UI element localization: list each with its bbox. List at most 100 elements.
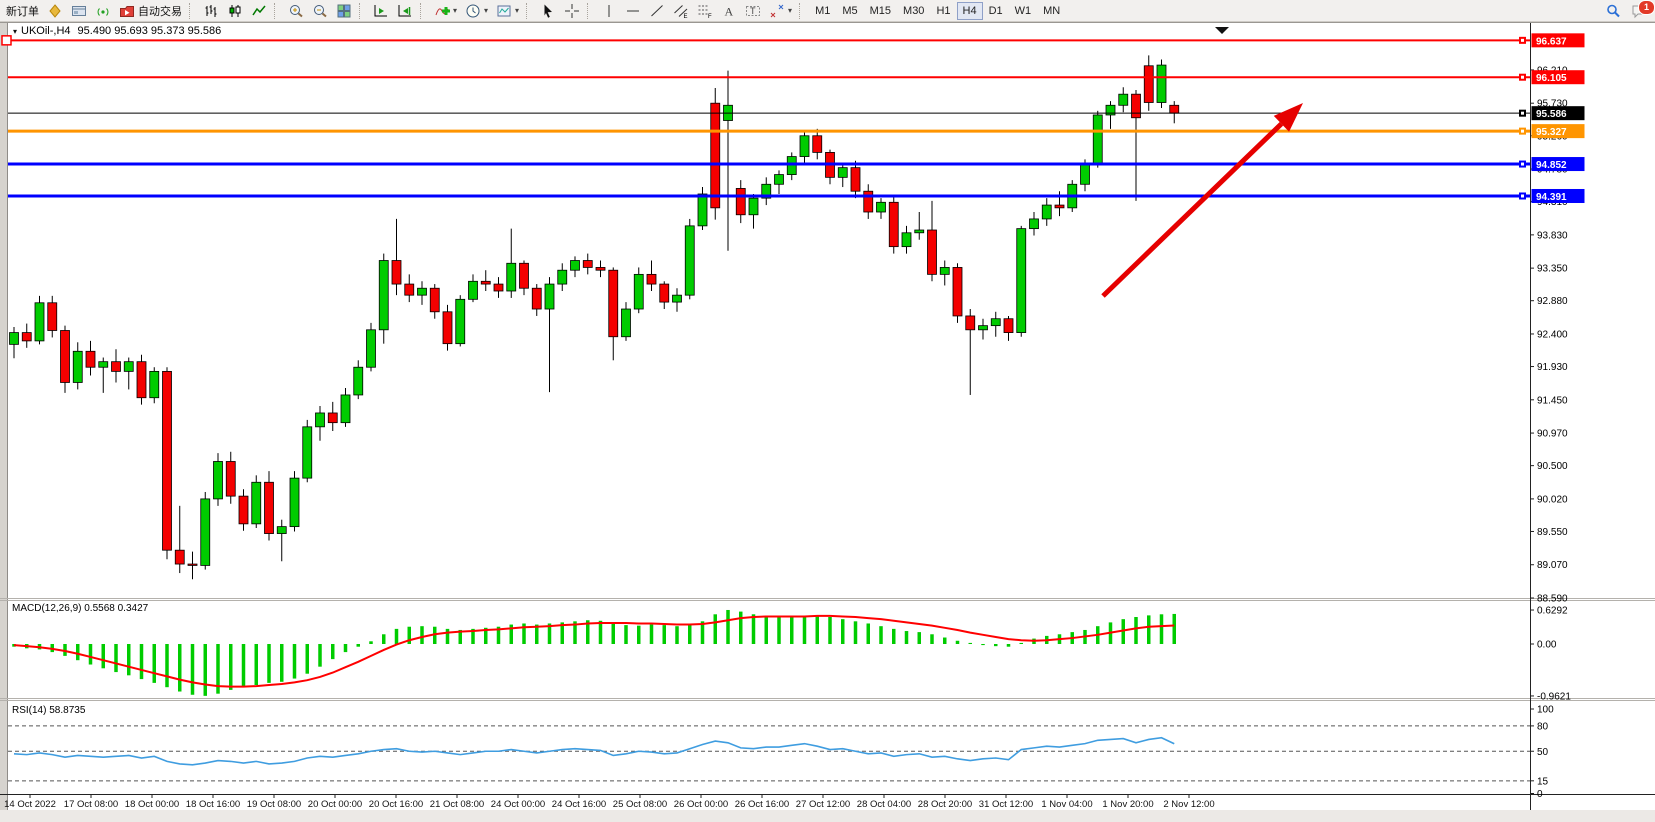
horizontal-line-button[interactable]: [621, 1, 645, 21]
svg-text:18 Oct 16:00: 18 Oct 16:00: [186, 799, 240, 810]
price-badge: [1531, 70, 1585, 85]
zoom-in-button[interactable]: [284, 1, 308, 21]
search-button[interactable]: [1601, 1, 1625, 21]
timeframe-m15-button[interactable]: M15: [864, 2, 897, 20]
notification-badge: 1: [1638, 0, 1655, 15]
periods-button[interactable]: ▾: [461, 1, 492, 21]
svg-text:31 Oct 12:00: 31 Oct 12:00: [979, 799, 1033, 810]
svg-text:100: 100: [1537, 705, 1554, 716]
svg-text:24 Oct 00:00: 24 Oct 00:00: [491, 799, 545, 810]
svg-text:18 Oct 00:00: 18 Oct 00:00: [125, 799, 179, 810]
ohlc-values: 95.490 95.693 95.373 95.586: [77, 25, 222, 37]
svg-text:17 Oct 08:00: 17 Oct 08:00: [64, 799, 118, 810]
svg-text:21 Oct 08:00: 21 Oct 08:00: [430, 799, 484, 810]
time-axis[interactable]: 14 Oct 2022 17 Oct 08:00 18 Oct 00:00 18 Oc…: [4, 794, 1215, 810]
new-chart-button[interactable]: [43, 1, 67, 21]
bars-icon: [205, 4, 217, 17]
signals-icon: [97, 7, 109, 16]
new-order-button[interactable]: 新订单: [2, 1, 43, 21]
toolbar-grip: [526, 2, 533, 19]
crosshair-icon: [565, 3, 580, 18]
timeframe-mn-button[interactable]: MN: [1037, 2, 1066, 20]
text-button[interactable]: A: [717, 1, 741, 21]
svg-text:0.00: 0.00: [1537, 640, 1557, 651]
svg-text:92.880: 92.880: [1537, 296, 1568, 307]
chart-add-icon: [49, 3, 61, 18]
dropdown-arrow-icon[interactable]: ▾: [515, 6, 520, 15]
trend-icon: [651, 4, 663, 16]
price-badge: [1531, 124, 1585, 139]
svg-text:T: T: [750, 6, 756, 16]
equidistant-channel-button[interactable]: E: [669, 1, 693, 21]
autotrading-button[interactable]: 自动交易: [115, 1, 186, 21]
text-label-button[interactable]: T: [741, 1, 765, 21]
fibonacci-button[interactable]: F: [693, 1, 717, 21]
dropdown-arrow-icon[interactable]: ▾: [484, 6, 489, 15]
auto-scroll-button[interactable]: [369, 1, 393, 21]
svg-text:90.970: 90.970: [1537, 429, 1568, 440]
svg-text:96.105: 96.105: [1536, 73, 1567, 84]
price-axis[interactable]: 96.21095.73095.26094.78094.31093.83093.3…: [1519, 33, 1585, 800]
timeframe-m1-button[interactable]: M1: [809, 2, 836, 20]
bar-chart-button[interactable]: [199, 1, 223, 21]
signals-button[interactable]: [91, 1, 115, 21]
price-badge: [1531, 188, 1585, 203]
symbol-dropdown-icon[interactable]: ▾: [13, 27, 18, 36]
timeframe-d1-button[interactable]: D1: [983, 2, 1009, 20]
tile-windows-button[interactable]: [332, 1, 356, 21]
svg-text:26 Oct 00:00: 26 Oct 00:00: [674, 799, 728, 810]
vertical-line-button[interactable]: [597, 1, 621, 21]
svg-text:E: E: [684, 14, 688, 19]
trend-arrow[interactable]: [1101, 103, 1303, 298]
chat-button[interactable]: 1: [1631, 0, 1655, 19]
zoom-out-button[interactable]: [308, 1, 332, 21]
timeframe-h4-button[interactable]: H4: [956, 1, 983, 20]
svg-text:80: 80: [1537, 721, 1549, 732]
line-chart-button[interactable]: [247, 1, 271, 21]
svg-text:93.350: 93.350: [1537, 264, 1568, 275]
svg-text:90.020: 90.020: [1537, 494, 1568, 505]
trendline-button[interactable]: [645, 1, 669, 21]
dropdown-arrow-icon[interactable]: ▾: [788, 6, 793, 15]
chartshift-icon: [398, 4, 411, 16]
toolbar-grip: [359, 2, 366, 19]
svg-text:93.830: 93.830: [1537, 230, 1568, 241]
main-toolbar: 新订单 自动交易 ▾ ▾ ▾ E F A T ▾ M1 M5 M15 M30 H1 H4 D1 W1 MN 1: [0, 0, 1655, 22]
indicators-button[interactable]: ▾: [430, 1, 461, 21]
toolbar-grip: [420, 2, 427, 19]
price-badge: [1531, 106, 1585, 121]
crosshair-button[interactable]: [560, 1, 584, 21]
timeframe-m5-button[interactable]: M5: [836, 2, 863, 20]
svg-text:-0.9621: -0.9621: [1537, 691, 1571, 702]
svg-text:96.637: 96.637: [1536, 36, 1567, 47]
templates-button[interactable]: ▾: [492, 1, 523, 21]
cursor-icon: [544, 4, 553, 18]
window-bottom-border: [0, 810, 1655, 822]
template-icon: [497, 5, 511, 16]
timeframe-w1-button[interactable]: W1: [1009, 2, 1038, 20]
cursor-button[interactable]: [536, 1, 560, 21]
svg-text:94.391: 94.391: [1536, 192, 1567, 203]
toolbar-grip: [274, 2, 281, 19]
timeframe-m30-button[interactable]: M30: [897, 2, 930, 20]
svg-text:A: A: [725, 4, 734, 18]
candlestick-button[interactable]: [223, 1, 247, 21]
line-anchor-marker[interactable]: [1, 35, 12, 46]
window-left-border: [0, 22, 7, 810]
terminal-button[interactable]: [67, 1, 91, 21]
chart-shift-button[interactable]: [393, 1, 417, 21]
svg-text:50: 50: [1537, 747, 1549, 758]
rsi-line: [13, 736, 1175, 766]
svg-text:MACD(12,26,9) 0.5568 0.3427: MACD(12,26,9) 0.5568 0.3427: [12, 603, 149, 614]
dropdown-arrow-icon[interactable]: ▾: [453, 6, 458, 15]
svg-text:26 Oct 16:00: 26 Oct 16:00: [735, 799, 789, 810]
svg-text:91.450: 91.450: [1537, 395, 1568, 406]
svg-text:28 Oct 04:00: 28 Oct 04:00: [857, 799, 911, 810]
chart-shift-marker[interactable]: [1215, 27, 1229, 34]
timeframe-h1-button[interactable]: H1: [930, 2, 956, 20]
arrows-icon: [770, 4, 784, 17]
svg-text:1 Nov 20:00: 1 Nov 20:00: [1102, 799, 1153, 810]
svg-text:95.327: 95.327: [1536, 127, 1567, 138]
svg-text:20 Oct 16:00: 20 Oct 16:00: [369, 799, 423, 810]
arrows-button[interactable]: ▾: [765, 1, 796, 21]
